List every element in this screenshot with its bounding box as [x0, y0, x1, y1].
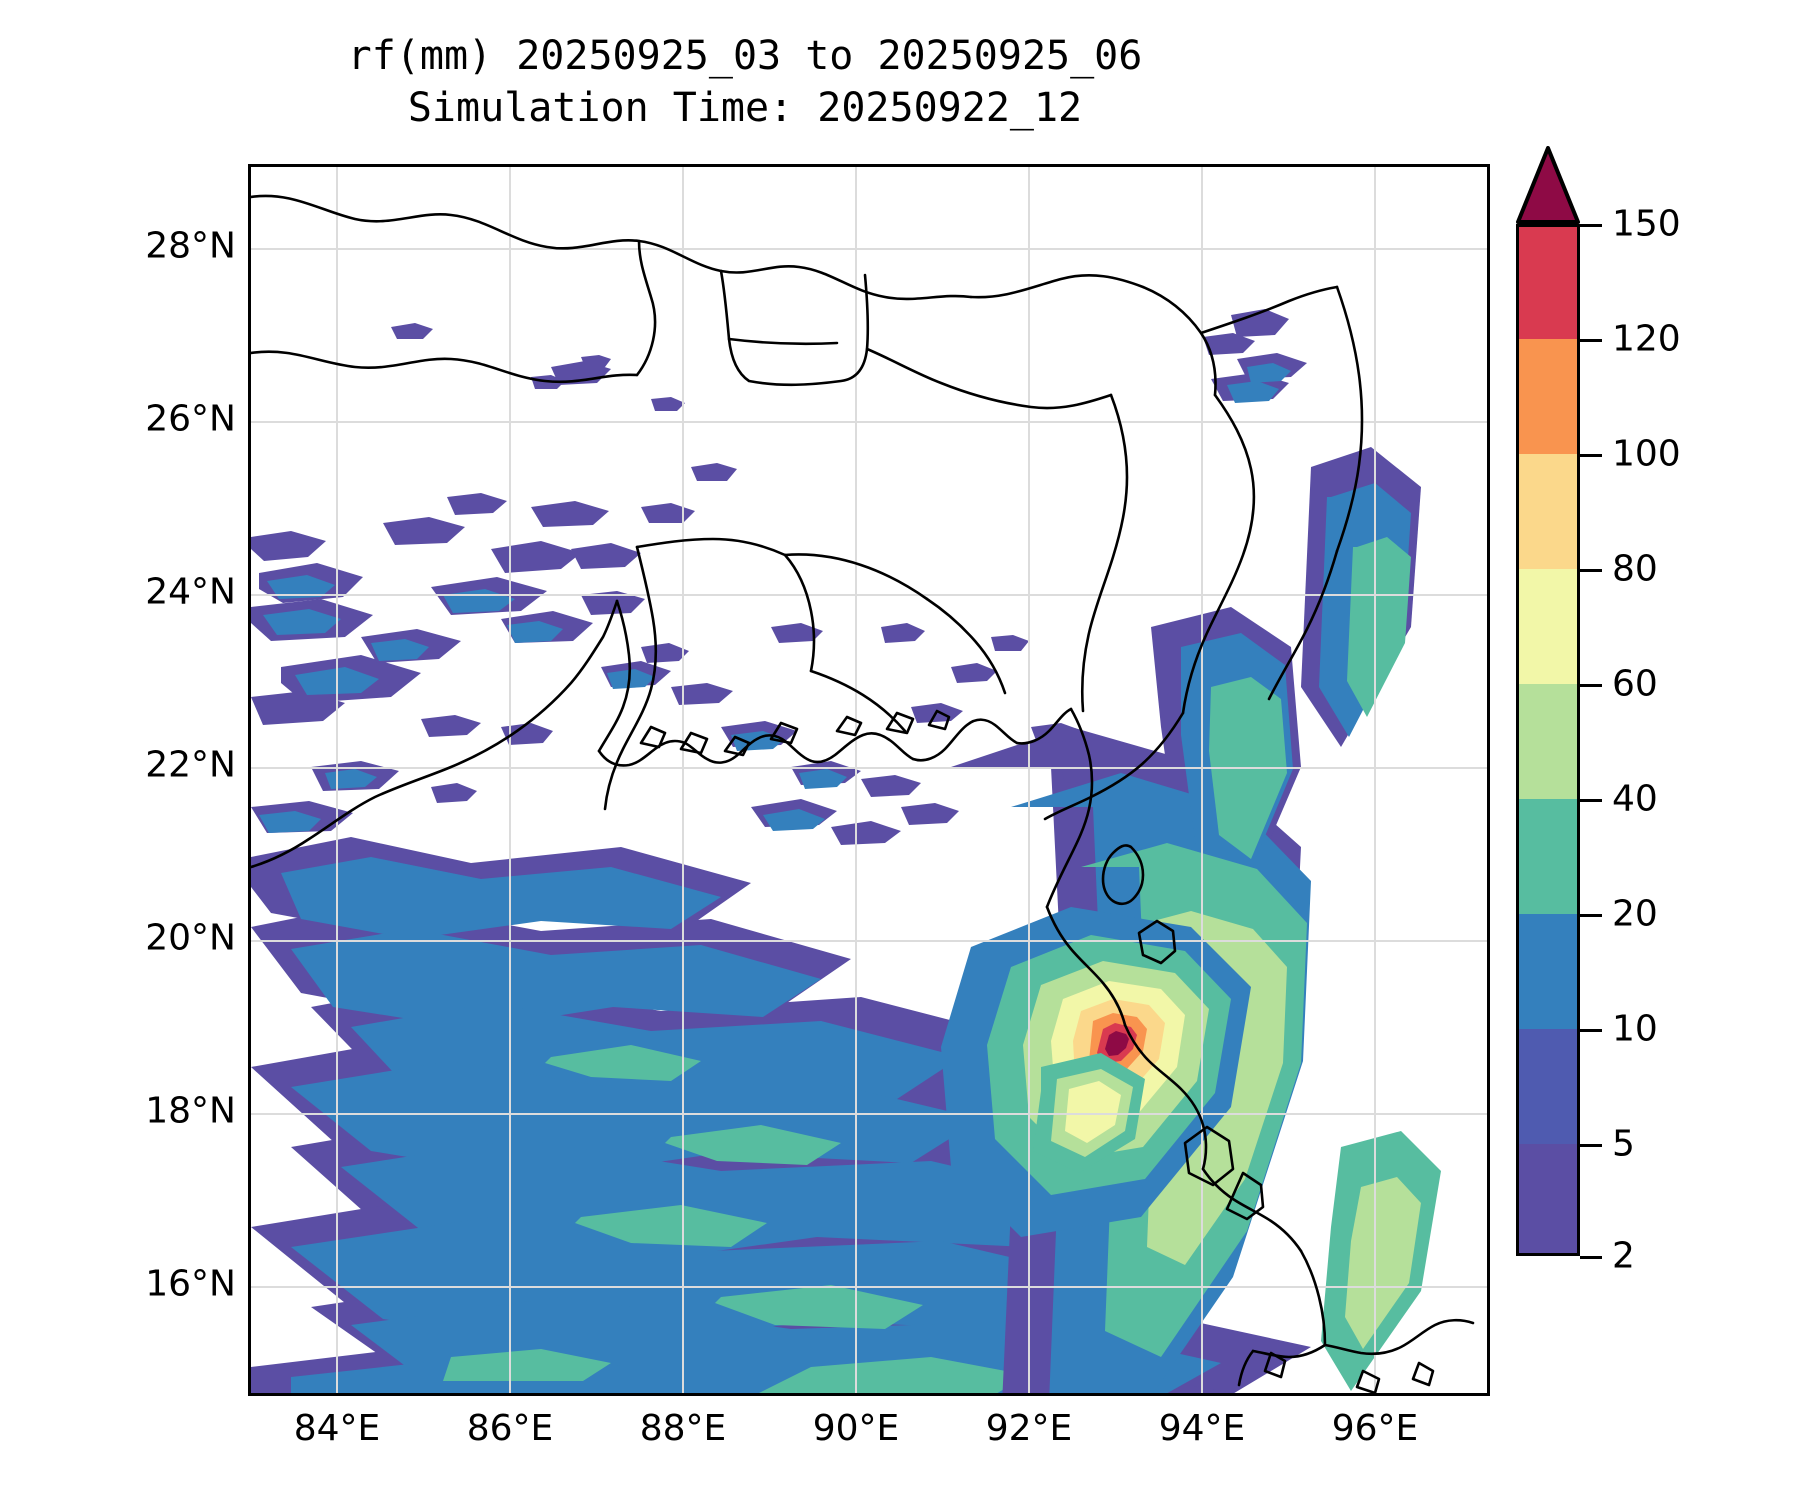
- colorbar-tick: [1580, 684, 1602, 687]
- colorbar-band-60-80: [1516, 684, 1580, 799]
- map-plot-area: [248, 164, 1490, 1396]
- xtick-label: 86°E: [466, 1408, 554, 1449]
- map-gridlines: [251, 167, 1487, 1393]
- xtick-label: 94°E: [1158, 1408, 1246, 1449]
- figure-title: rf(mm) 20250925_03 to 20250925_06 Simula…: [0, 30, 1490, 134]
- colorbar-label-120: 120: [1612, 318, 1681, 360]
- colorbar-gradient: [1516, 224, 1580, 1256]
- colorbar-tick: [1580, 224, 1602, 227]
- colorbar-label-150: 150: [1612, 203, 1681, 245]
- colorbar-label-40: 40: [1612, 778, 1658, 820]
- colorbar-label-5: 5: [1612, 1123, 1635, 1165]
- colorbar-label-10: 10: [1612, 1008, 1658, 1050]
- ytick-label: 28°N: [145, 225, 236, 267]
- colorbar-label-2: 2: [1612, 1235, 1635, 1277]
- colorbar-tick: [1580, 914, 1602, 917]
- colorbar-band-5-10: [1516, 1144, 1580, 1256]
- title-line-1: rf(mm) 20250925_03 to 20250925_06: [347, 33, 1143, 79]
- colorbar-band-150-plus: [1516, 224, 1580, 339]
- rainfall-maximum-bullseye: [941, 907, 1251, 1237]
- rainfall-contours: [251, 309, 1441, 1393]
- ytick-label: 26°N: [145, 398, 236, 440]
- xtick-label: 84°E: [293, 1408, 381, 1449]
- colorbar-band-80-100: [1516, 569, 1580, 684]
- colorbar-band-20-40: [1516, 914, 1580, 1029]
- xtick-label: 88°E: [639, 1408, 727, 1449]
- colorbar-tick: [1580, 1256, 1602, 1259]
- ytick-label: 20°N: [145, 917, 236, 959]
- colorbar-band-40-60: [1516, 799, 1580, 914]
- rainfall-contour-map: [251, 167, 1487, 1393]
- colorbar-tick: [1580, 1144, 1602, 1147]
- colorbar-label-100: 100: [1612, 433, 1681, 475]
- ytick-label: 22°N: [145, 744, 236, 786]
- ytick-label: 24°N: [145, 571, 236, 613]
- colorbar-tick: [1580, 454, 1602, 457]
- colorbar-tick: [1580, 569, 1602, 572]
- colorbar-over-arrow: [1516, 146, 1580, 224]
- colorbar-tick: [1580, 339, 1602, 342]
- coastlines-and-borders: [251, 194, 1475, 1393]
- colorbar-tick: [1580, 799, 1602, 802]
- ytick-label: 16°N: [145, 1263, 236, 1305]
- colorbar-label-80: 80: [1612, 548, 1658, 590]
- title-line-2: Simulation Time: 20250922_12: [407, 85, 1083, 131]
- xtick-label: 92°E: [985, 1408, 1073, 1449]
- colorbar-label-20: 20: [1612, 893, 1658, 935]
- xtick-label: 96°E: [1331, 1408, 1419, 1449]
- colorbar-band-120-150: [1516, 339, 1580, 454]
- ytick-label: 18°N: [145, 1090, 236, 1132]
- colorbar-band-10-20: [1516, 1029, 1580, 1144]
- colorbar-tick: [1580, 1029, 1602, 1032]
- xtick-label: 90°E: [812, 1408, 900, 1449]
- colorbar-band-100-120: [1516, 454, 1580, 569]
- colorbar-label-60: 60: [1612, 663, 1658, 705]
